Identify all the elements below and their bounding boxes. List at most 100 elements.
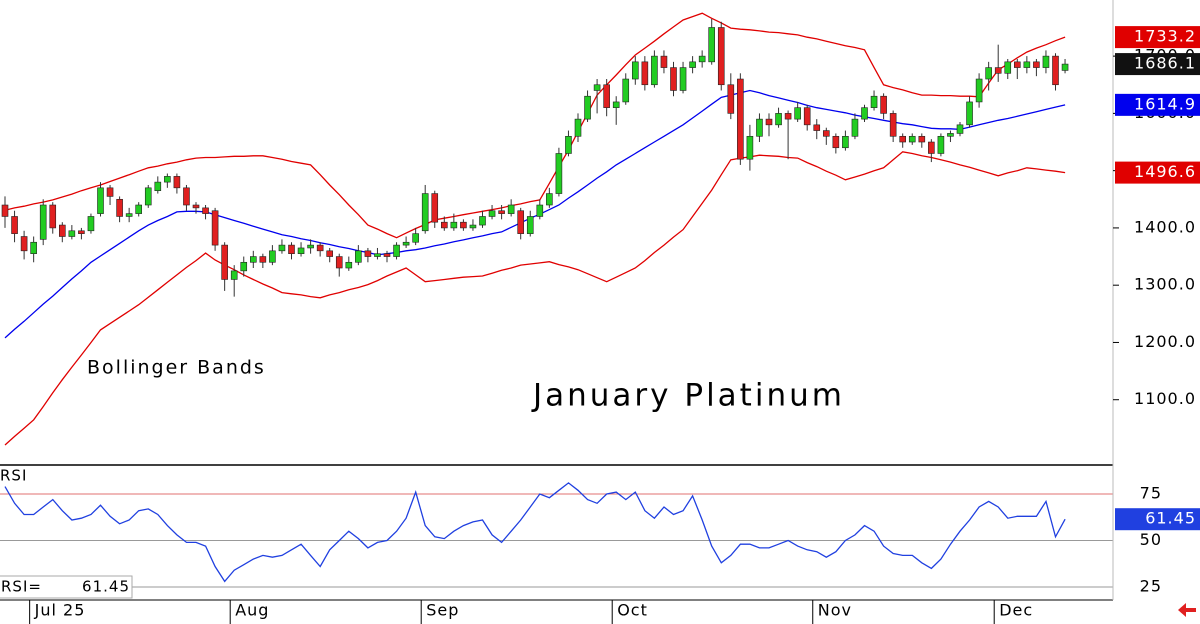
candle-body [803, 107, 811, 126]
bollinger-band [4, 89, 1066, 339]
candle-body [651, 55, 658, 86]
candle-body [297, 247, 305, 254]
candle-body [842, 135, 849, 149]
candle-body [746, 135, 754, 160]
candle-body [660, 55, 668, 68]
candle-body [20, 236, 28, 252]
grid-layer [0, 493, 1113, 588]
candle-body [374, 253, 381, 257]
candle-body [603, 84, 610, 108]
y-tick-label: 1400.0 [1134, 217, 1196, 236]
x-tick-label: Dec [999, 601, 1033, 620]
rsi-tick-label: 25 [1140, 576, 1162, 595]
candle-body [880, 95, 887, 114]
candle-body [517, 210, 525, 234]
candle-body [288, 244, 295, 254]
candle-body [412, 233, 419, 243]
candle-body [269, 250, 276, 263]
candle-body [230, 270, 238, 280]
value-box [1115, 93, 1200, 116]
candle-body [689, 61, 696, 68]
rsi-line [4, 482, 1066, 583]
candle-body [679, 67, 687, 91]
candle-body [58, 224, 66, 237]
candle-body [708, 27, 716, 63]
candle-body [565, 135, 572, 154]
candle-body [1, 204, 9, 217]
candle-body [899, 135, 907, 143]
candle-body [622, 78, 630, 103]
candle-body [737, 78, 744, 160]
candle-body [928, 141, 935, 154]
candle-body [240, 261, 248, 272]
candle-body [822, 130, 830, 137]
chart-title: January Platinum [531, 378, 845, 414]
value-box-label: 61.45 [1145, 509, 1196, 528]
candle-body [421, 193, 429, 232]
bollinger-band [4, 151, 1066, 446]
candle-body [383, 253, 391, 257]
candle-body [507, 204, 515, 214]
candle-body [851, 118, 859, 137]
candle-body [125, 213, 133, 217]
x-tick-label: Aug [235, 601, 269, 620]
candle-body [469, 224, 477, 229]
candle-body [756, 118, 763, 137]
scroll-arrow[interactable] [1178, 603, 1196, 617]
x-tick-label: Jul 25 [34, 601, 86, 620]
candle-body [584, 95, 591, 120]
candle-body [1004, 61, 1012, 74]
candle-body [670, 67, 677, 91]
candle-body [956, 124, 964, 134]
candle-body [173, 176, 181, 189]
candle-body [1052, 55, 1059, 86]
candle-body [97, 187, 104, 214]
candle-body [250, 256, 257, 263]
candle-body [498, 210, 505, 214]
candle-body [30, 241, 37, 254]
candle-body [555, 153, 563, 194]
candle-body [164, 176, 171, 183]
candle-body [1061, 63, 1069, 71]
value-box [1115, 53, 1200, 76]
value-box-label: 1496.6 [1134, 162, 1196, 181]
candle-body [278, 244, 286, 252]
plot-layer [1, 12, 1069, 583]
candle-body [488, 210, 496, 217]
candle-body [832, 135, 840, 149]
candle-body [202, 207, 209, 214]
candle-body [116, 198, 123, 217]
candle-body [612, 101, 620, 108]
candle-body [259, 256, 267, 263]
candle-body [335, 256, 343, 269]
candle-body [727, 84, 735, 114]
value-box-label: 1614.9 [1134, 94, 1196, 113]
candle-body [593, 84, 601, 91]
value-box [1115, 508, 1200, 531]
candle-body [947, 133, 954, 137]
candle-body [1023, 61, 1031, 68]
candle-body [765, 118, 773, 126]
candle-body [345, 261, 353, 269]
candle-body [364, 250, 372, 257]
candle-body [889, 113, 897, 137]
candle-body [861, 107, 868, 120]
candle-body [326, 250, 334, 257]
candle-body [813, 124, 821, 131]
bollinger-band [4, 12, 1066, 239]
candle-body [192, 204, 200, 209]
candle-body [546, 193, 553, 206]
candle-body [937, 135, 945, 154]
candle-body [402, 241, 410, 246]
value-box [1115, 26, 1200, 49]
value-box-label: 1686.1 [1134, 54, 1196, 73]
candle-body [574, 118, 582, 137]
candle-body [49, 204, 57, 229]
rsi-label: RSI [0, 467, 27, 485]
candle-body [450, 221, 458, 229]
candle-body [794, 107, 801, 120]
candle-body [641, 61, 649, 86]
candle-body [316, 244, 324, 252]
